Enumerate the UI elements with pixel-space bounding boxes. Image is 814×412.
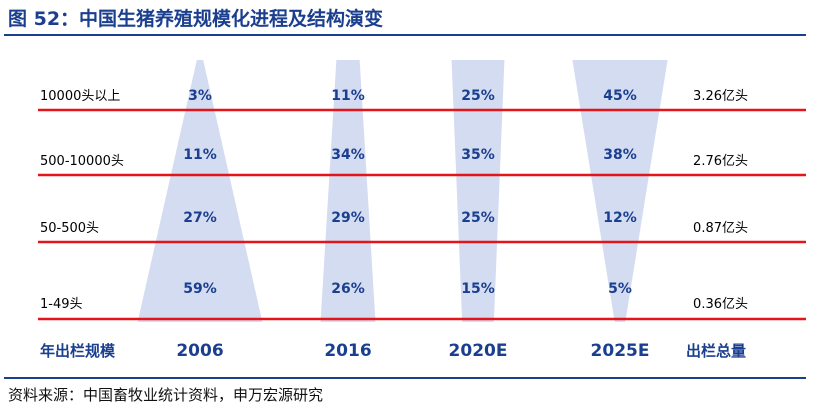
year-label-2025E: 2025E	[591, 341, 650, 361]
page-title: 图 52：中国生猪养殖规模化进程及结构演变	[8, 8, 384, 30]
pct-label-2020E-2: 35%	[461, 147, 495, 163]
pct-label-2006-3: 27%	[183, 210, 217, 226]
source-divider	[4, 377, 806, 379]
total-label-1: 3.26亿头	[693, 89, 748, 104]
pct-label-2025E-2: 38%	[603, 147, 637, 163]
pct-label-2020E-3: 25%	[461, 210, 495, 226]
funnel-2025E	[572, 60, 668, 322]
row-label-2: 500-10000头	[40, 154, 124, 169]
total-label-3: 0.87亿头	[693, 221, 748, 236]
row-label-4: 1-49头	[40, 297, 83, 312]
pct-label-2020E-1: 25%	[461, 88, 495, 104]
pct-label-2006-1: 3%	[188, 88, 212, 104]
funnel-2020E	[451, 60, 505, 322]
pct-label-2025E-4: 5%	[608, 281, 632, 297]
title-divider	[4, 34, 806, 36]
pct-label-2006-2: 11%	[183, 147, 217, 163]
pct-label-2020E-4: 15%	[461, 281, 495, 297]
pct-label-2006-4: 59%	[183, 281, 217, 297]
total-label-4: 0.36亿头	[693, 297, 748, 312]
pct-label-2025E-1: 45%	[603, 88, 637, 104]
row-label-3: 50-500头	[40, 221, 99, 236]
year-label-2006: 2006	[176, 341, 223, 361]
total-label-2: 2.76亿头	[693, 154, 748, 169]
pct-label-2016-2: 34%	[331, 147, 365, 163]
pct-label-2025E-3: 12%	[603, 210, 637, 226]
pct-label-2016-4: 26%	[331, 281, 365, 297]
scale-structure-chart: 10000头以上 500-10000头 50-500头 1-49头 3.26亿头 2.76…	[38, 60, 806, 361]
row-label-1: 10000头以上	[40, 89, 120, 104]
source-note: 资料来源：中国畜牧业统计资料，申万宏源研究	[8, 386, 324, 404]
year-label-2020E: 2020E	[449, 341, 508, 361]
funnel-2016	[320, 60, 376, 322]
funnel-2006	[137, 60, 263, 322]
total-header: 出栏总量	[686, 342, 746, 360]
pct-label-2016-3: 29%	[331, 210, 365, 226]
year-label-2016: 2016	[324, 341, 371, 361]
pct-label-2016-1: 11%	[331, 88, 365, 104]
row-header: 年出栏规模	[40, 342, 116, 360]
